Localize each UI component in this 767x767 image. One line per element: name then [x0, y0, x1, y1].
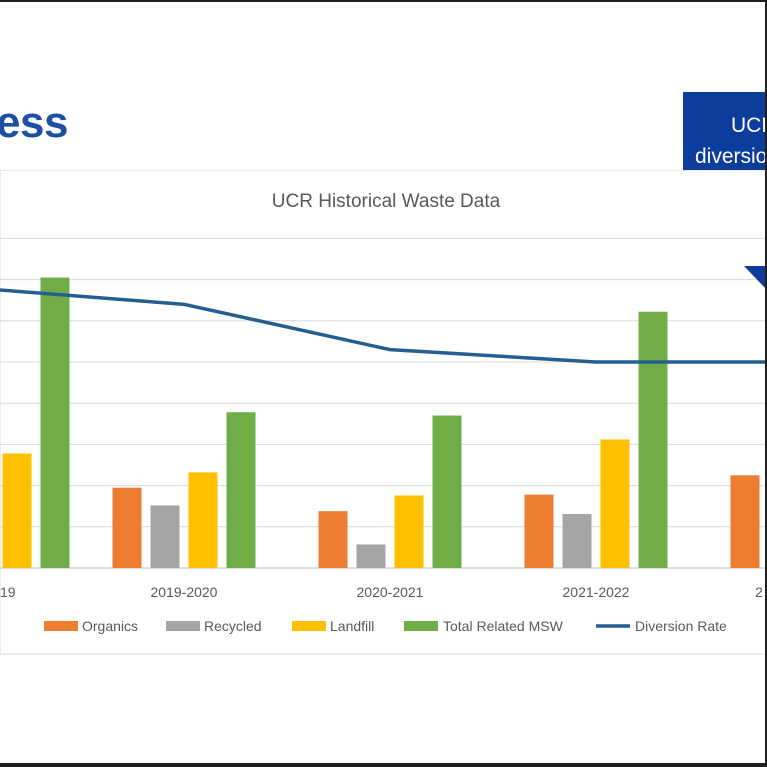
- bar-total-related-msw: [226, 412, 256, 568]
- chart-title: UCR Historical Waste Data: [272, 191, 501, 212]
- x-tick-label: 2021-2022: [563, 584, 630, 600]
- legend-label: Organics: [82, 618, 138, 634]
- bar-landfill: [394, 495, 424, 568]
- slide-frame-right: [765, 0, 767, 767]
- legend-swatch: [292, 621, 326, 631]
- diversion-line-group: [0, 288, 767, 364]
- x-axis-labels: 19 2019-2020 2020-2021 2021-2022 2: [0, 584, 763, 600]
- bar-recycled: [356, 544, 386, 568]
- bar-organics: [524, 494, 554, 568]
- bar-recycled: [562, 514, 592, 568]
- legend-swatch: [404, 621, 438, 631]
- waste-chart: UCR Historical Waste Data 19 2019-2020 202…: [0, 170, 767, 655]
- bar-organics: [318, 511, 348, 568]
- bar-total-related-msw: [40, 277, 70, 568]
- x-tick-label: 2: [755, 584, 763, 600]
- callout-line-2: diversio: [695, 145, 767, 168]
- slide-frame-bottom: [0, 763, 767, 767]
- legend: Organics Recycled Landfill Total Related MS…: [44, 618, 727, 634]
- bar-total-related-msw: [432, 415, 462, 568]
- diversion-rate-line: [0, 288, 767, 364]
- bar-recycled: [150, 505, 180, 568]
- bar-landfill: [188, 472, 218, 568]
- legend-label: Total Related MSW: [443, 618, 564, 634]
- legend-swatch: [44, 621, 78, 631]
- callout-pointer: [744, 266, 767, 290]
- callout-line-1: UCR: [731, 114, 767, 137]
- bar-organics: [730, 475, 760, 568]
- bar-organics: [112, 487, 142, 568]
- bar-landfill: [600, 439, 630, 568]
- x-tick-label: 2020-2021: [357, 584, 424, 600]
- slide-title: ess: [0, 98, 68, 147]
- legend-swatch: [166, 621, 200, 631]
- bar-landfill: [2, 453, 32, 568]
- legend-label: Recycled: [204, 618, 262, 634]
- legend-label: Diversion Rate: [635, 618, 727, 634]
- bar-total-related-msw: [638, 311, 668, 568]
- x-tick-label: 2019-2020: [151, 584, 218, 600]
- x-tick-label: 19: [0, 584, 16, 600]
- slide-frame-top: [0, 0, 767, 2]
- bars: [2, 277, 760, 568]
- legend-label: Landfill: [330, 618, 374, 634]
